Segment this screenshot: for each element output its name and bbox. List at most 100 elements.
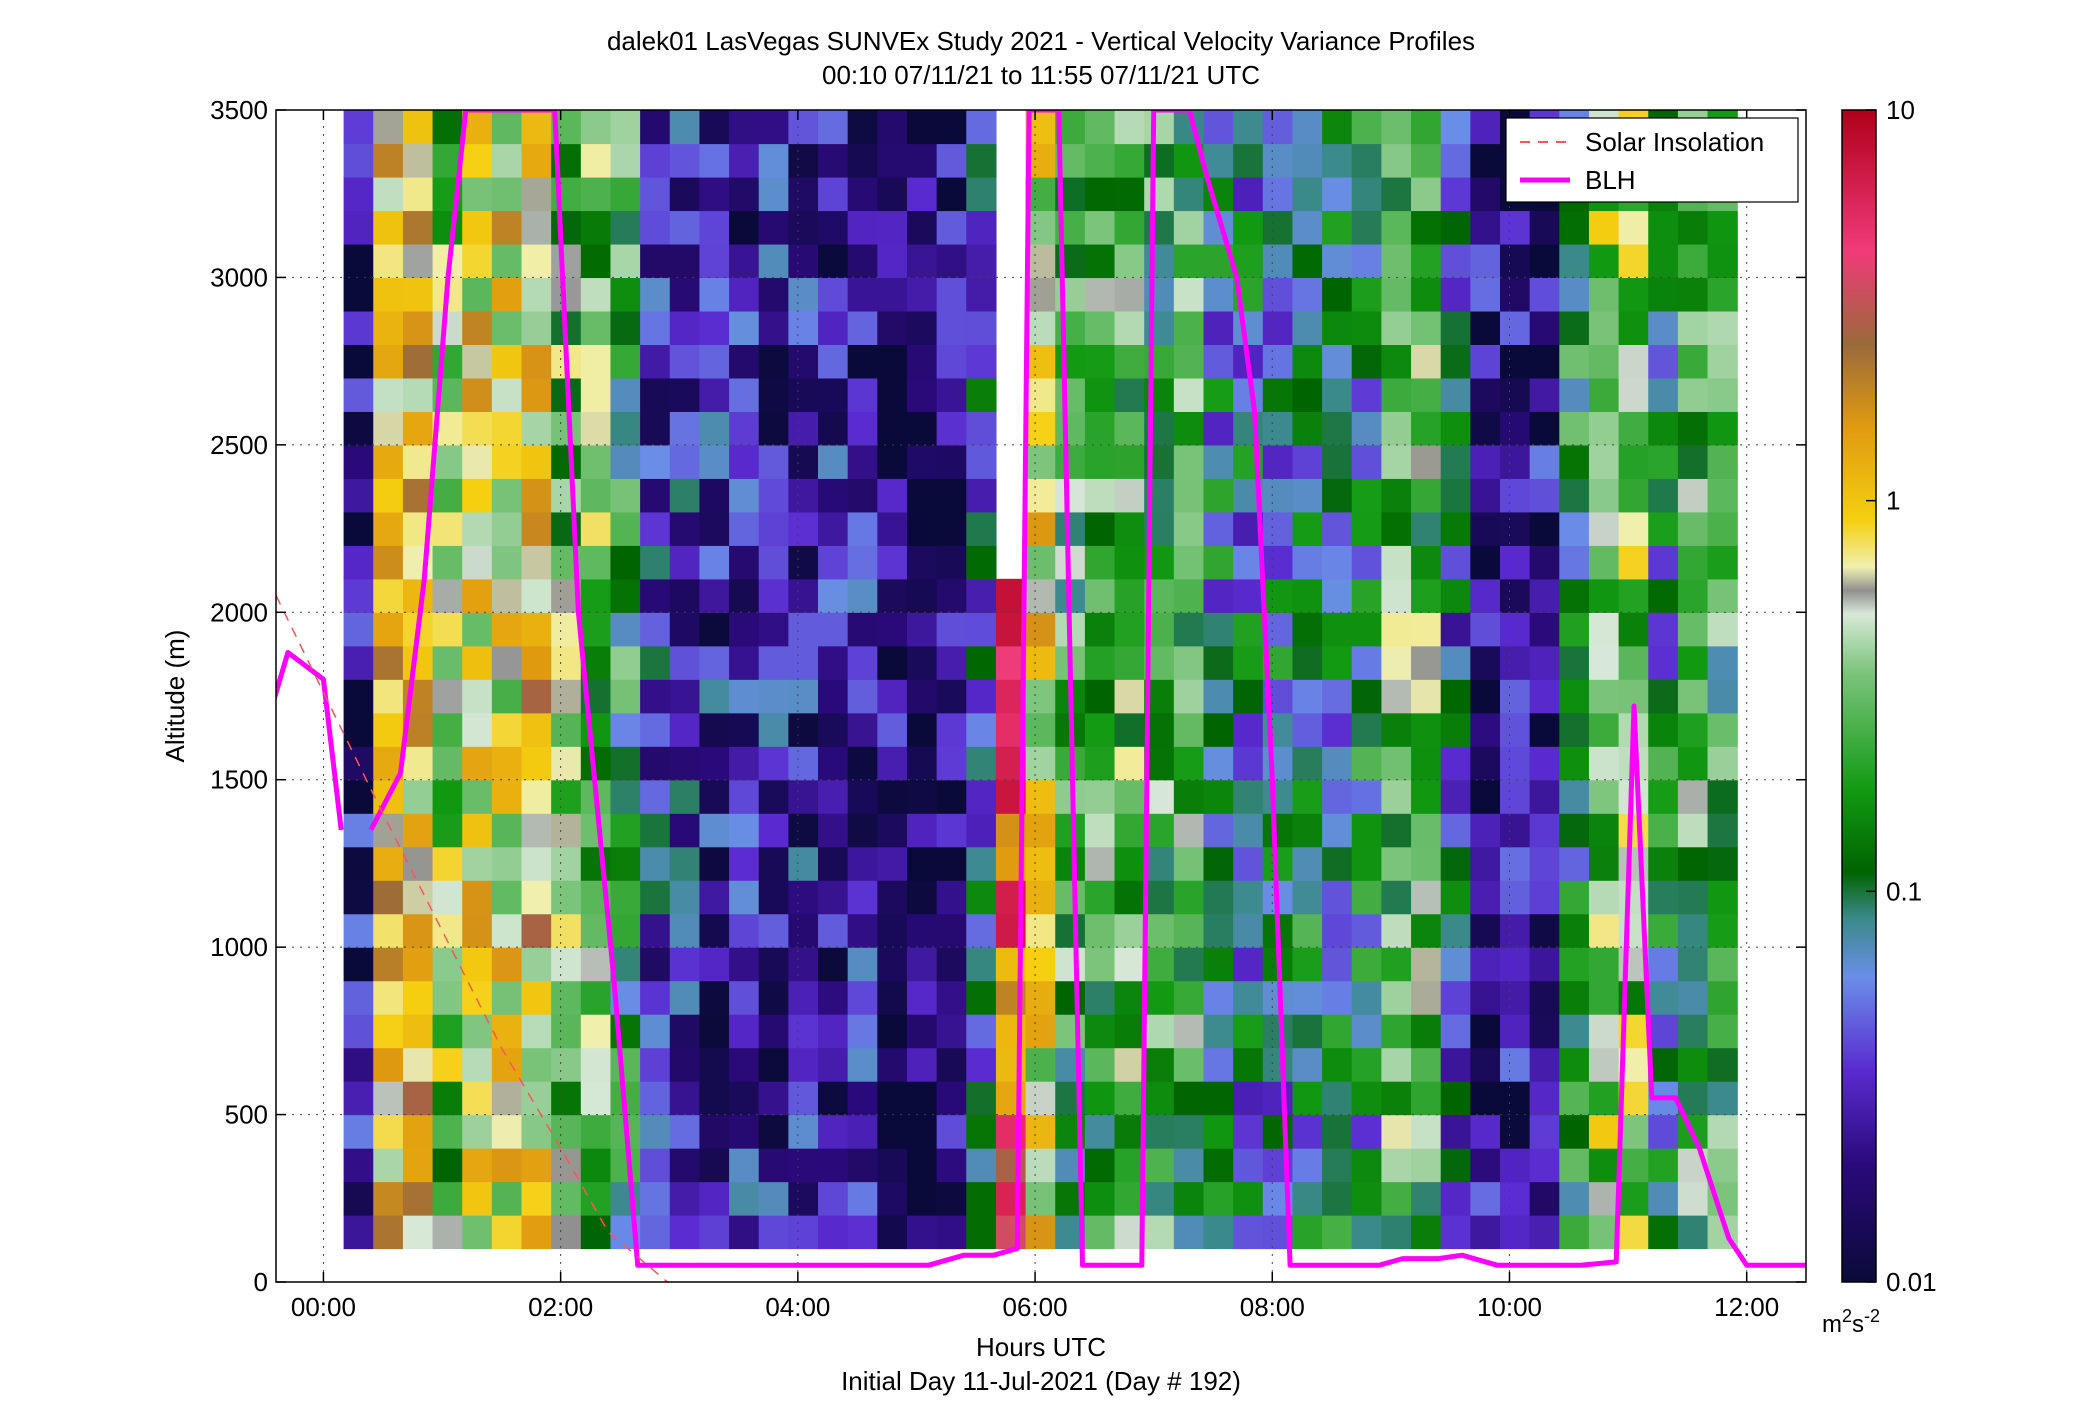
heatmap-cell: [1588, 511, 1620, 546]
heatmap-cell: [1381, 110, 1412, 145]
chart-title-line1: dalek01 LasVegas SUNVEx Study 2021 - Ver…: [607, 26, 1475, 56]
heatmap-cell: [936, 712, 967, 747]
heatmap-cell: [432, 310, 463, 345]
heatmap-cell: [729, 511, 760, 546]
heatmap-cell: [580, 1215, 612, 1250]
heatmap-cell: [699, 1114, 730, 1149]
heatmap-cell: [462, 1114, 493, 1149]
heatmap-cell: [402, 645, 434, 680]
heatmap-cell: [699, 277, 730, 312]
heatmap-cell: [1292, 210, 1323, 245]
heatmap-cell: [1292, 545, 1323, 580]
heatmap-cell: [729, 444, 760, 479]
heatmap-cell: [1529, 1014, 1560, 1049]
heatmap-cell: [462, 444, 493, 479]
heatmap-cell: [1144, 176, 1175, 212]
heatmap-cell: [1559, 1014, 1590, 1049]
heatmap-cell: [1440, 913, 1471, 948]
heatmap-cell: [847, 545, 878, 580]
heatmap-cell: [729, 210, 760, 245]
heatmap-cell: [699, 310, 730, 345]
heatmap-cell: [1292, 1215, 1323, 1250]
heatmap-cell: [1173, 444, 1205, 479]
heatmap-cell: [788, 310, 819, 345]
heatmap-cell: [1351, 1114, 1382, 1149]
heatmap-cell: [1381, 478, 1412, 513]
legend-label-blh: BLH: [1585, 165, 1636, 195]
heatmap-cell: [1440, 712, 1471, 747]
heatmap-cell: [521, 645, 552, 680]
heatmap-cell: [1203, 578, 1234, 613]
heatmap-cell: [966, 1114, 997, 1149]
heatmap-cell: [1707, 1081, 1738, 1116]
heatmap-cell: [521, 612, 552, 647]
heatmap-cell: [1292, 310, 1323, 345]
heatmap-cell: [1025, 444, 1056, 479]
heatmap-cell: [1114, 377, 1145, 412]
heatmap-cell: [1648, 344, 1679, 379]
heatmap-cell: [906, 411, 938, 446]
heatmap-cell: [1381, 210, 1412, 245]
heatmap-cell: [343, 1148, 374, 1183]
heatmap-cell: [1173, 913, 1205, 948]
heatmap-cell: [877, 411, 908, 446]
heatmap-cell: [1529, 1081, 1560, 1116]
heatmap-cell: [1618, 545, 1649, 580]
heatmap-cell: [818, 377, 849, 412]
heatmap-cell: [936, 277, 967, 312]
heatmap-cell: [1559, 411, 1590, 446]
heatmap-cell: [1233, 210, 1264, 245]
heatmap-cell: [462, 947, 493, 982]
heatmap-cell: [669, 1114, 701, 1149]
heatmap-cell: [669, 1081, 701, 1116]
heatmap-cell: [936, 478, 967, 513]
heatmap-cell: [1559, 344, 1590, 379]
heatmap-cell: [1529, 210, 1560, 245]
heatmap-cell: [580, 511, 612, 546]
heatmap-cell: [1084, 444, 1116, 479]
heatmap-cell: [343, 846, 374, 881]
heatmap-cell: [1173, 612, 1205, 647]
heatmap-cell: [1559, 210, 1590, 245]
heatmap-cell: [729, 1081, 760, 1116]
heatmap-cell: [669, 612, 701, 647]
heatmap-cell: [1707, 277, 1738, 312]
heatmap-cell: [669, 578, 701, 613]
heatmap-cell: [877, 1148, 908, 1183]
heatmap-cell: [1500, 545, 1531, 580]
heatmap-cell: [788, 1114, 819, 1149]
heatmap-cell: [343, 1081, 374, 1116]
heatmap-cell: [1470, 1047, 1501, 1082]
heatmap-cell: [877, 243, 908, 279]
heatmap-cell: [847, 746, 878, 781]
heatmap-cell: [343, 779, 374, 814]
heatmap-cell: [373, 880, 404, 915]
heatmap-cell: [1648, 846, 1679, 881]
heatmap-cell: [640, 143, 671, 178]
heatmap-cell: [966, 310, 997, 345]
heatmap-cell: [729, 612, 760, 647]
heatmap-cell: [1618, 243, 1649, 279]
heatmap-cell: [966, 645, 997, 680]
heatmap-cell: [1618, 344, 1649, 379]
heatmap-cell: [1411, 612, 1442, 647]
heatmap-cell: [966, 679, 997, 714]
heatmap-cell: [966, 277, 997, 312]
heatmap-cell: [1559, 980, 1590, 1015]
heatmap-cell: [1084, 545, 1116, 580]
heatmap-cell: [521, 310, 552, 345]
heatmap-cell: [788, 746, 819, 781]
heatmap-cell: [1588, 1181, 1620, 1216]
heatmap-cell: [640, 310, 671, 345]
heatmap-cell: [699, 1014, 730, 1049]
heatmap-cell: [669, 143, 701, 178]
heatmap-cell: [1084, 645, 1116, 680]
heatmap-cell: [1292, 913, 1323, 948]
heatmap-cell: [1144, 980, 1175, 1015]
heatmap-cell: [1588, 947, 1620, 982]
colorbar-unit-exp1: 2: [1842, 1306, 1852, 1326]
heatmap-cell: [818, 210, 849, 245]
heatmap-cell: [936, 645, 967, 680]
heatmap-cell: [1500, 679, 1531, 714]
